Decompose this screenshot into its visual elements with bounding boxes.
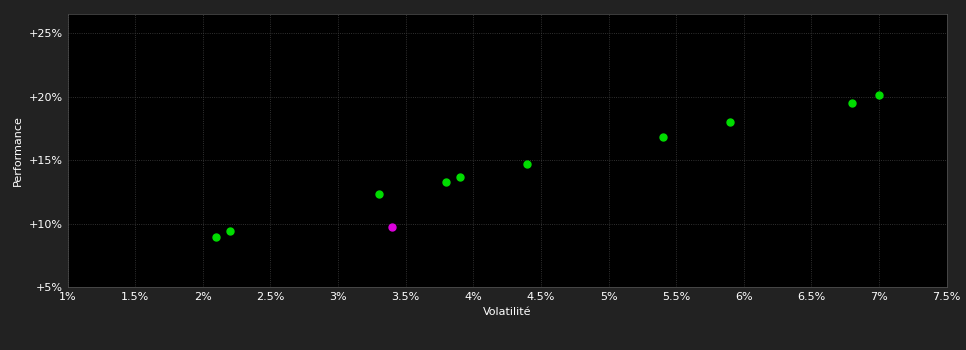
Point bbox=[439, 179, 454, 184]
Point bbox=[871, 92, 887, 98]
Point bbox=[209, 235, 224, 240]
Point bbox=[844, 100, 860, 106]
Point bbox=[371, 191, 386, 197]
Point bbox=[452, 174, 468, 179]
Point bbox=[655, 134, 670, 140]
Point bbox=[723, 119, 738, 125]
X-axis label: Volatilité: Volatilité bbox=[483, 307, 531, 317]
Point bbox=[520, 161, 535, 167]
Point bbox=[384, 224, 400, 230]
Point bbox=[222, 228, 238, 234]
Y-axis label: Performance: Performance bbox=[14, 115, 23, 186]
